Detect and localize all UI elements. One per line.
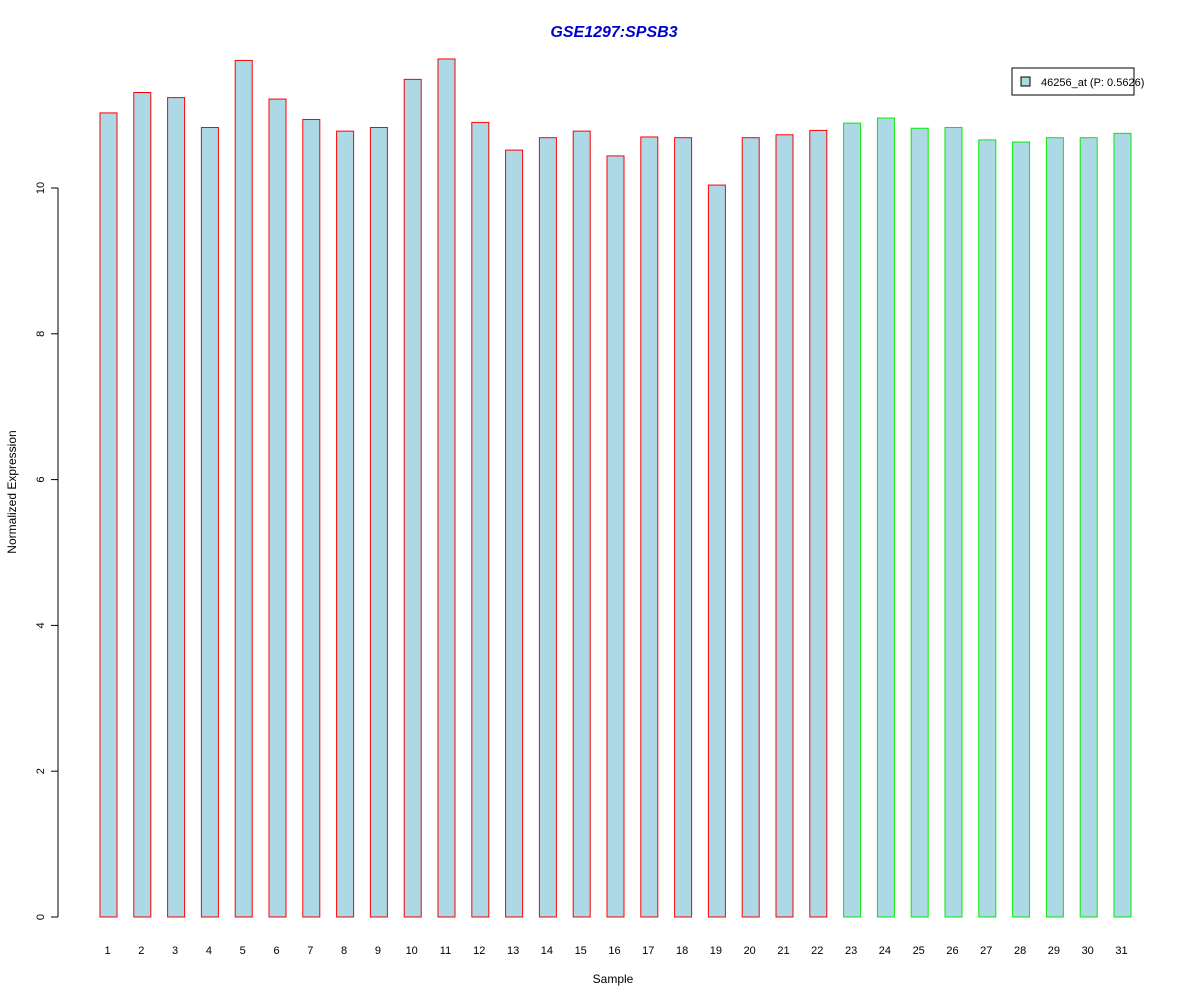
bar-sample-24	[876, 117, 895, 918]
bar-sample-26	[944, 126, 963, 918]
bar-sample-3	[167, 97, 186, 918]
x-tick-label: 5	[240, 945, 246, 957]
bar-sample-21	[775, 134, 794, 918]
bar-sample-2	[133, 92, 152, 918]
y-axis: 0 2 4 6 8 10	[35, 182, 59, 920]
x-tick-label: 31	[1115, 945, 1127, 957]
bar-sample-31	[1113, 132, 1132, 918]
x-tick-label: 27	[980, 945, 992, 957]
x-tick-label: 28	[1014, 945, 1026, 957]
x-tick-label: 18	[676, 945, 688, 957]
bar-sample-16	[606, 155, 625, 918]
x-tick-labels: 1 2 3 4 5 6 7 8 9 10 11 12 13 14 15 16 17 18 19 20 21 22 23 24 2…	[104, 945, 1127, 957]
legend-swatch	[1020, 76, 1031, 87]
legend-label: 46256_at (P: 0.5626)	[1041, 77, 1144, 89]
bar-sample-29	[1045, 137, 1064, 918]
x-axis-label: Sample	[593, 972, 634, 986]
x-tick-label: 6	[273, 945, 279, 957]
bar-sample-7	[302, 118, 321, 918]
bar-sample-15	[572, 130, 591, 918]
x-tick-label: 1	[104, 945, 110, 957]
bar-sample-18	[674, 137, 693, 918]
x-tick-label: 7	[307, 945, 313, 957]
x-tick-label: 4	[206, 945, 212, 957]
bar-sample-30	[1079, 137, 1098, 918]
bar-sample-12	[471, 121, 490, 918]
x-tick-label: 25	[913, 945, 925, 957]
x-tick-label: 26	[946, 945, 958, 957]
x-tick-label: 14	[541, 945, 553, 957]
bar-sample-20	[741, 137, 760, 918]
x-tick-label: 23	[845, 945, 857, 957]
y-tick-label: 0	[35, 914, 47, 920]
x-tick-label: 8	[341, 945, 347, 957]
bar-sample-19	[707, 184, 726, 918]
x-tick-label: 12	[473, 945, 485, 957]
x-tick-label: 17	[642, 945, 654, 957]
x-tick-label: 2	[138, 945, 144, 957]
bar-sample-10	[403, 78, 422, 918]
bar-sample-5	[234, 59, 253, 918]
x-tick-label: 19	[710, 945, 722, 957]
x-tick-label: 21	[777, 945, 789, 957]
bar-sample-13	[505, 149, 524, 918]
y-tick-label: 6	[35, 477, 47, 483]
bar-sample-28	[1012, 141, 1031, 918]
bars	[99, 58, 1132, 918]
x-tick-label: 11	[440, 945, 451, 957]
bar-sample-25	[910, 127, 929, 918]
bar-sample-9	[369, 126, 388, 918]
x-tick-label: 15	[575, 945, 587, 957]
bar-sample-14	[538, 137, 557, 918]
chart-title: GSE1297:SPSB3	[550, 24, 677, 41]
x-tick-label: 29	[1048, 945, 1060, 957]
x-tick-label: 24	[879, 945, 891, 957]
y-tick-label: 4	[35, 622, 47, 628]
x-tick-label: 16	[608, 945, 620, 957]
x-tick-label: 9	[375, 945, 381, 957]
bar-sample-1	[99, 112, 118, 918]
bar-sample-23	[843, 122, 862, 918]
y-tick-label: 2	[35, 768, 47, 774]
x-tick-label: 20	[744, 945, 756, 957]
x-tick-label: 10	[406, 945, 418, 957]
bar-sample-6	[268, 98, 287, 918]
x-tick-label: 22	[811, 945, 823, 957]
y-tick-label: 8	[35, 331, 47, 337]
x-tick-label: 30	[1082, 945, 1094, 957]
bar-sample-27	[978, 139, 997, 918]
x-tick-label: 13	[507, 945, 519, 957]
y-axis-label: Normalized Expression	[5, 430, 19, 553]
bar-sample-11	[437, 58, 456, 918]
bar-sample-22	[809, 129, 828, 918]
bar-sample-4	[200, 126, 219, 918]
legend-box	[1011, 67, 1135, 96]
x-tick-label: 3	[172, 945, 178, 957]
bar-sample-17	[640, 136, 659, 918]
legend: 46256_at (P: 0.5626)	[1011, 67, 1144, 96]
bar-sample-8	[336, 130, 355, 918]
y-tick-label: 10	[35, 182, 47, 194]
